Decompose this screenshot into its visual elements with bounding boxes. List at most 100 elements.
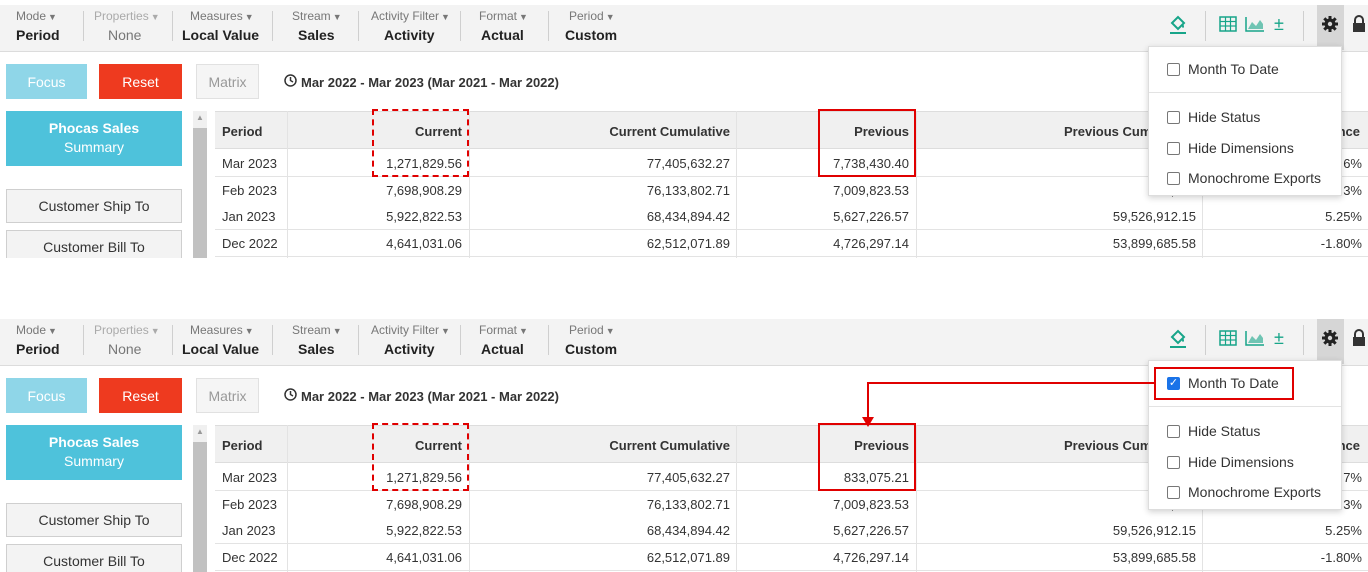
- matrix-button[interactable]: Matrix: [196, 64, 259, 99]
- gear-icon[interactable]: [1319, 327, 1341, 349]
- cell-cumulative: 68,434,894.42: [646, 209, 730, 224]
- menu-label-month-to-date: Month To Date: [1188, 375, 1279, 391]
- menu-item-hide-status[interactable]: Hide Status: [1167, 109, 1260, 125]
- cell-period: Dec 2022: [222, 549, 278, 565]
- paint-bucket-icon[interactable]: [1167, 327, 1189, 349]
- column-header-previous-cumulative[interactable]: Previous Cum: [1064, 124, 1152, 139]
- scroll-up-icon[interactable]: ▲: [196, 427, 204, 436]
- column-header-current-cumulative[interactable]: Current Cumulative: [609, 438, 730, 453]
- activity-filter-label: Activity Filter: [371, 9, 440, 23]
- cell-cumulative: 62,512,071.89: [646, 235, 730, 251]
- scrollbar-thumb[interactable]: [193, 128, 207, 258]
- column-header-current[interactable]: Current: [415, 438, 462, 453]
- properties-label: Properties: [94, 9, 149, 23]
- menu-item-hide-dimensions[interactable]: Hide Dimensions: [1167, 454, 1294, 470]
- menu-item-monochrome-exports[interactable]: Monochrome Exports: [1167, 170, 1321, 186]
- column-header-variance[interactable]: nce: [1337, 438, 1360, 453]
- cell-current: 5,922,822.53: [386, 209, 462, 224]
- cell-variance: 3%: [1343, 182, 1362, 198]
- menu-item-month-to-date[interactable]: Month To Date: [1167, 61, 1279, 77]
- column-header-period[interactable]: Period: [222, 124, 263, 139]
- table-row[interactable]: Jan 2023 5,922,822.53 68,434,894.42 5,627,2…: [215, 517, 1368, 544]
- dashboard-title-line2: Summary: [64, 139, 124, 155]
- format-label: Format: [479, 9, 518, 23]
- column-header-previous[interactable]: Previous: [854, 438, 909, 453]
- menu-item-month-to-date[interactable]: ✓ Month To Date: [1167, 375, 1279, 391]
- cell-current: 7,698,908.29: [386, 182, 462, 198]
- toolbar-divider: [272, 325, 273, 355]
- checkbox-hide-dimensions[interactable]: [1167, 141, 1180, 155]
- menu-item-monochrome-exports[interactable]: Monochrome Exports: [1167, 484, 1321, 500]
- caret-down-icon: ▼: [48, 12, 57, 22]
- toolbar-divider: [1205, 11, 1206, 41]
- column-divider: [287, 425, 288, 572]
- period-value: Custom: [565, 27, 618, 43]
- table-icon[interactable]: [1217, 327, 1239, 349]
- checkbox-hide-status[interactable]: [1167, 424, 1180, 438]
- checkbox-hide-dimensions[interactable]: [1167, 455, 1180, 469]
- screenshot-before: Mode ▼ Period Properties ▼ None Measures ▼ …: [0, 0, 1368, 258]
- caret-down-icon: ▼: [150, 12, 160, 22]
- settings-menu: Month To Date Hide Status Hide Dimension…: [1148, 46, 1342, 196]
- table-row[interactable]: Jan 2023 5,922,822.53 68,434,894.42 5,627,2…: [215, 203, 1368, 230]
- plus-minus-icon[interactable]: ±: [1274, 13, 1284, 34]
- column-header-previous[interactable]: Previous: [854, 124, 909, 139]
- table-row[interactable]: Dec 2022 4,641,031.06 62,512,071.89 4,726,2…: [215, 543, 1368, 571]
- area-chart-icon[interactable]: [1244, 13, 1266, 35]
- menu-label-monochrome-exports: Monochrome Exports: [1188, 484, 1322, 500]
- cell-variance: -1.80%: [1320, 235, 1362, 251]
- cell-previous: 4,726,297.14: [833, 235, 909, 251]
- column-header-previous-cumulative[interactable]: Previous Cum: [1064, 438, 1152, 453]
- checkbox-monochrome-exports[interactable]: [1167, 171, 1180, 185]
- plus-minus-icon[interactable]: ±: [1274, 327, 1284, 348]
- focus-button[interactable]: Focus: [6, 378, 87, 413]
- lock-icon[interactable]: [1348, 327, 1368, 349]
- sidebar-item-customer-ship-to[interactable]: Customer Ship To: [6, 189, 182, 223]
- toolbar-divider: [1303, 325, 1304, 355]
- sidebar-item-customer-ship-to[interactable]: Customer Ship To: [6, 503, 182, 537]
- sidebar-item-customer-bill-to[interactable]: Customer Bill To: [6, 230, 182, 258]
- mode-value: Period: [16, 27, 60, 43]
- scroll-up-icon[interactable]: ▲: [196, 113, 204, 122]
- column-header-period[interactable]: Period: [222, 438, 263, 453]
- reset-button[interactable]: Reset: [99, 64, 182, 99]
- scrollbar-thumb[interactable]: [193, 442, 207, 572]
- dashboard-title[interactable]: Phocas Sales Summary: [6, 111, 182, 166]
- cell-previous: 7,738,430.40: [833, 156, 909, 171]
- column-header-current-cumulative[interactable]: Current Cumulative: [609, 124, 730, 139]
- area-chart-icon[interactable]: [1244, 327, 1266, 349]
- screenshot-after: Mode ▼ Period Properties ▼ None Measures ▼ …: [0, 314, 1368, 572]
- paint-bucket-icon[interactable]: [1167, 13, 1189, 35]
- toolbar-divider: [358, 325, 359, 355]
- reset-button[interactable]: Reset: [99, 378, 182, 413]
- dashboard-title[interactable]: Phocas Sales Summary: [6, 425, 182, 480]
- checkbox-hide-status[interactable]: [1167, 110, 1180, 124]
- activity-filter-value: Activity: [384, 27, 435, 43]
- checkbox-month-to-date[interactable]: [1167, 62, 1180, 76]
- focus-button[interactable]: Focus: [6, 64, 87, 99]
- table-icon[interactable]: [1217, 13, 1239, 35]
- menu-item-hide-dimensions[interactable]: Hide Dimensions: [1167, 140, 1294, 156]
- lock-icon[interactable]: [1348, 13, 1368, 35]
- checkbox-month-to-date[interactable]: ✓: [1167, 376, 1180, 390]
- sidebar-item-customer-bill-to[interactable]: Customer Bill To: [6, 544, 182, 572]
- date-range: Mar 2022 - Mar 2023 (Mar 2021 - Mar 2022…: [284, 74, 559, 90]
- column-header-variance[interactable]: nce: [1337, 124, 1360, 139]
- cell-current: 7,698,908.29: [386, 496, 462, 512]
- column-header-current[interactable]: Current: [415, 124, 462, 139]
- menu-item-hide-status[interactable]: Hide Status: [1167, 423, 1260, 439]
- cell-variance: 7%: [1343, 470, 1362, 485]
- table-row[interactable]: Dec 2022 4,641,031.06 62,512,071.89 4,726,2…: [215, 229, 1368, 257]
- dashboard-title-line1: Phocas Sales: [48, 120, 140, 136]
- gear-icon[interactable]: [1319, 13, 1341, 35]
- caret-down-icon: ▼: [48, 326, 57, 336]
- matrix-button[interactable]: Matrix: [196, 378, 259, 413]
- column-divider: [916, 111, 917, 258]
- mode-label: Mode: [16, 323, 47, 337]
- settings-menu: ✓ Month To Date Hide Status Hide Dimensi…: [1148, 360, 1342, 510]
- cell-previous: 7,009,823.53: [833, 182, 909, 198]
- caret-down-icon: ▼: [332, 12, 342, 22]
- cell-current: 1,271,829.56: [386, 470, 462, 485]
- cell-current: 4,641,031.06: [386, 235, 462, 251]
- checkbox-monochrome-exports[interactable]: [1167, 485, 1180, 499]
